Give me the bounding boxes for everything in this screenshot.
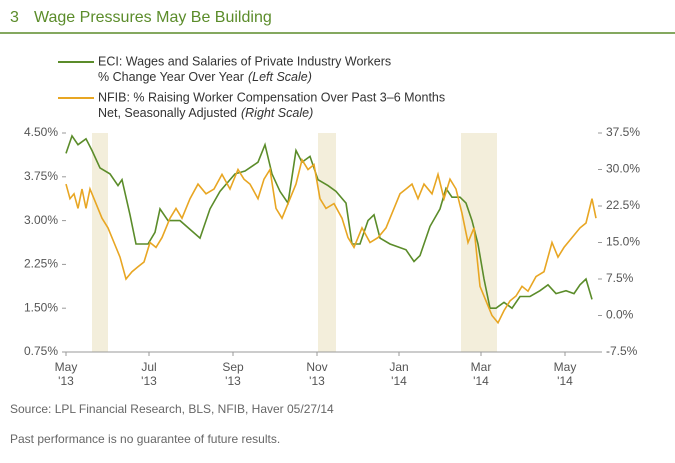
y2-tick-label: 22.5% — [606, 198, 640, 212]
shaded-period — [318, 133, 336, 352]
x-tick-label: May '13 — [55, 360, 78, 388]
chart-title: Wage Pressures May Be Building — [34, 9, 272, 26]
y2-tick-label: 37.5% — [606, 125, 640, 139]
y2-tick-label: 0.0% — [606, 308, 634, 322]
chart-number: 3 — [10, 9, 19, 26]
y-tick-label: 4.50% — [24, 125, 58, 139]
x-tick-label: Sep '13 — [222, 360, 244, 388]
source: Source: LPL Financial Research, BLS, NFI… — [10, 402, 334, 416]
y-tick-label: 1.50% — [24, 300, 58, 314]
legend-note-text: % Change Year Over Year — [98, 70, 244, 84]
legend-note: Net, Seasonally Adjusted (Right Scale) — [98, 106, 313, 120]
x-tick-label: Jan '14 — [389, 360, 408, 388]
series-line — [65, 157, 597, 325]
x-tick-label: Jul '13 — [141, 360, 157, 388]
y-tick-label: 0.75% — [24, 344, 58, 358]
x-tick-label: Nov '13 — [306, 360, 327, 388]
legend-label: NFIB: % Raising Worker Compensation Over… — [98, 90, 445, 104]
y2-tick-label: 15.0% — [606, 235, 640, 249]
y-tick-label: 2.25% — [24, 257, 58, 271]
y2-tick-label: 30.0% — [606, 162, 640, 176]
y2-tick-label: -7.5% — [606, 344, 638, 358]
series-line — [65, 134, 593, 310]
disclaimer: Past performance is no guarantee of futu… — [10, 432, 280, 446]
legend-note-text: Net, Seasonally Adjusted — [98, 106, 237, 120]
y2-tick-label: 7.5% — [606, 271, 634, 285]
legend-scale: (Left Scale) — [248, 70, 312, 84]
legend-label: ECI: Wages and Salaries of Private Indus… — [98, 54, 391, 68]
legend-note: % Change Year Over Year (Left Scale) — [98, 70, 312, 84]
shaded-period — [92, 133, 108, 352]
legend-scale: (Right Scale) — [241, 106, 313, 120]
shaded-period — [461, 133, 497, 352]
y-tick-label: 3.00% — [24, 213, 58, 227]
x-tick-label: May '14 — [554, 360, 577, 388]
y-tick-label: 3.75% — [24, 169, 58, 183]
x-tick-label: Mar '14 — [471, 360, 492, 388]
